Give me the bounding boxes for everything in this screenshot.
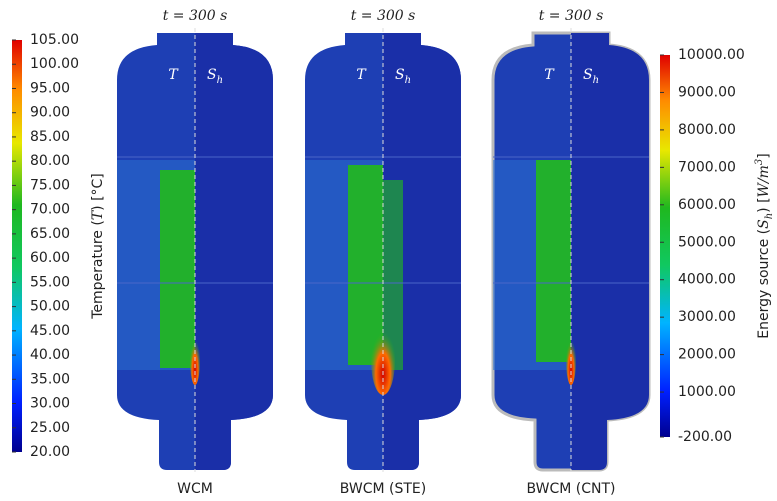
right-half [195,30,275,475]
energy-colorbar [660,55,670,437]
pcm-region [160,170,195,368]
tick-label: 30.00 [30,396,70,412]
title-part: S [756,219,772,229]
tick-label: 25.00 [30,420,70,436]
tick-label: 85.00 [30,129,70,145]
tick-label: -200.00 [678,429,732,445]
tick-label: 5000.00 [678,234,736,250]
tick-label: 1000.00 [678,384,736,400]
tick-label: 100.00 [30,56,79,72]
tick-label: 40.00 [30,347,70,363]
colorbar-title: Energy source (Sh) [W/m3] [754,153,775,339]
title-part: Temperature ( [90,220,106,320]
label-base: S [583,67,593,83]
title-part: W/m [756,165,772,197]
figure: t = 300 sTShWCMt = 300 sTShBWCM (STE)t =… [0,0,777,501]
label-sub: h [593,75,599,86]
tick-label: 7000.00 [678,159,736,175]
tick-label: 75.00 [30,177,70,193]
tick-label: 50.00 [30,299,70,315]
tick-label: 35.00 [30,371,70,387]
tick-label: 55.00 [30,274,70,290]
tick-label: 80.00 [30,153,70,169]
temperature-colorbar [12,40,22,452]
tick-label: 3000.00 [678,309,736,325]
tick-label: 2000.00 [678,347,736,363]
tick-label: 8000.00 [678,122,736,138]
caption: WCM [177,481,213,497]
tick-label: 70.00 [30,202,70,218]
label-base: S [207,67,217,83]
label-sub: h [217,75,223,86]
tick-label: 65.00 [30,226,70,242]
time-label: t = 300 s [351,8,416,24]
tick-label: 9000.00 [678,84,736,100]
tick-label: 45.00 [30,323,70,339]
tick-label: 105.00 [30,32,79,48]
title-part: ) [ [756,197,772,212]
title-part: Energy source ( [756,229,772,339]
pcm-region [536,160,571,362]
tick-label: 10000.00 [678,47,745,63]
label-sub: h [405,75,411,86]
tick-label: 4000.00 [678,272,736,288]
right-half [571,30,651,475]
caption: BWCM (STE) [340,481,426,497]
colorbar-title: Temperature (T) [°C] [90,173,106,320]
label-base: S [395,67,405,83]
tick-label: 6000.00 [678,197,736,213]
caption: BWCM (CNT) [527,481,616,497]
tick-label: 90.00 [30,105,70,121]
time-label: t = 300 s [539,8,604,24]
time-label: t = 300 s [163,8,228,24]
title-part: ) [°C] [90,173,106,211]
tick-label: 60.00 [30,250,70,266]
tick-label: 95.00 [30,80,70,96]
title-part: ] [756,153,772,158]
tick-label: 20.00 [30,444,70,460]
